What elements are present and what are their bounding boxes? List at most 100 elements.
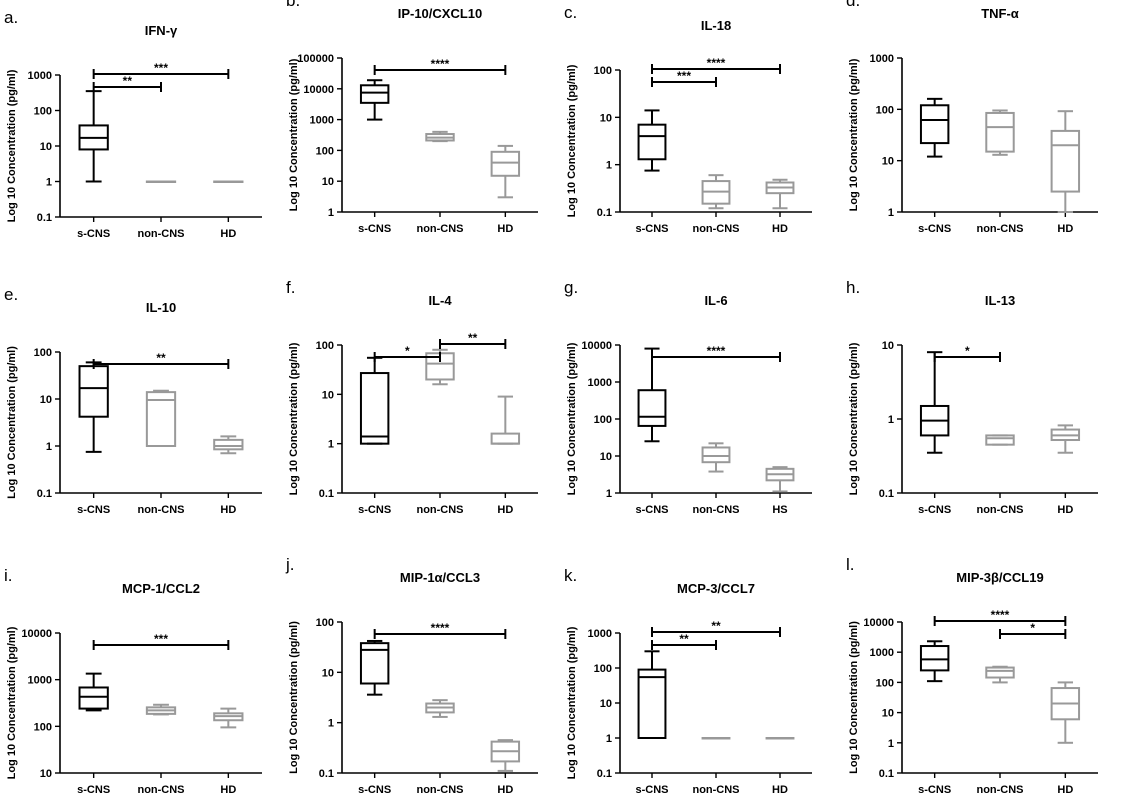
box-2 (765, 737, 795, 740)
iqr-box (78, 686, 109, 710)
y-tick-label: 1000 (310, 115, 334, 127)
box-1 (701, 174, 731, 210)
y-axis-label: Log 10 Concentration (pg/ml) (6, 69, 18, 222)
x-tick-label: non-CNS (976, 504, 1023, 516)
significance-label: ** (679, 632, 689, 646)
box-2 (490, 739, 521, 772)
y-tick-label: 10 (882, 708, 894, 720)
x-tick-label: s-CNS (358, 784, 391, 796)
y-tick-label: 1000 (870, 647, 894, 659)
panel-title: IL-10 (146, 300, 176, 315)
y-axis-label: Log 10 Concentration (pg/ml) (6, 346, 18, 499)
x-tick-label: HD (497, 223, 513, 235)
box-1 (425, 699, 455, 718)
significance-bracket: *** (651, 69, 717, 87)
y-tick-label: 1000 (870, 53, 894, 65)
y-tick-label: 0.1 (597, 207, 612, 219)
x-tick-label: non-CNS (137, 228, 184, 240)
panel-label: h. (846, 278, 860, 297)
x-tick-label: non-CNS (976, 784, 1023, 796)
y-tick-label: 10 (322, 176, 334, 188)
significance-bracket: **** (373, 57, 507, 75)
significance-bracket: ** (439, 331, 507, 349)
iqr-box (919, 104, 950, 145)
y-tick-label: 1 (46, 177, 52, 189)
panel-f: f. IL-4 Log 10 Concentration (pg/ml) 0.1 1 10… (286, 278, 538, 516)
significance-label: *** (154, 61, 168, 75)
significance-label: *** (154, 632, 168, 646)
panel-a: a. IFN-γ Log 10 Concentration (pg/ml) 0.1 1 1… (4, 8, 262, 240)
iqr-box (1050, 129, 1081, 193)
significance-bracket: * (373, 344, 441, 362)
panel-c: c. IL-18 Log 10 Concentration (pg/ml) 0.1 1 1… (564, 3, 812, 235)
y-tick-label: 1 (888, 207, 894, 219)
y-tick-label: 0.1 (37, 488, 52, 500)
y-tick-label: 100 (876, 677, 894, 689)
significance-bracket: *** (92, 61, 230, 79)
iqr-box (985, 434, 1015, 446)
box-1 (701, 442, 731, 473)
y-tick-label: 1 (328, 718, 334, 730)
y-tick-label: 100 (316, 617, 334, 629)
panel-label: l. (846, 555, 855, 574)
iqr-box (637, 668, 667, 739)
y-axis-label: Log 10 Concentration (pg/ml) (566, 342, 578, 495)
x-tick-label: s-CNS (77, 784, 110, 796)
box-0 (359, 79, 390, 121)
y-tick-label: 1000 (588, 628, 612, 640)
y-tick-label: 10 (600, 112, 612, 124)
box-1 (145, 389, 177, 448)
panel-title: IL-6 (704, 293, 727, 308)
y-axis-label: Log 10 Concentration (pg/ml) (288, 58, 300, 211)
x-tick-label: s-CNS (635, 504, 668, 516)
panel-title: MCP-3/CCL7 (677, 581, 755, 596)
iqr-box (213, 438, 244, 451)
y-tick-label: 10 (40, 394, 52, 406)
panel-d: d. TNF-α Log 10 Concentration (pg/ml) 1 10 10… (846, 0, 1098, 235)
y-tick-label: 1 (328, 439, 334, 451)
panel-g: g. IL-6 Log 10 Concentration (pg/ml) 1 10 100… (564, 278, 812, 516)
y-tick-label: 10000 (21, 628, 52, 640)
panel-label: c. (564, 3, 577, 22)
y-axis-label: Log 10 Concentration (pg/ml) (566, 626, 578, 779)
iqr-box (145, 391, 177, 448)
box-0 (637, 109, 667, 172)
significance-label: * (405, 344, 410, 358)
box-2 (213, 707, 244, 729)
box-1 (985, 665, 1015, 684)
y-tick-label: 10 (600, 451, 612, 463)
y-tick-label: 100 (594, 663, 612, 675)
significance-label: ** (468, 331, 478, 345)
significance-label: **** (707, 56, 726, 70)
iqr-box (637, 389, 667, 427)
panel-title: IL-13 (985, 293, 1015, 308)
panel-label: g. (564, 278, 578, 297)
box-2 (1050, 681, 1081, 744)
panel-label: j. (285, 555, 295, 574)
panel-title: MCP-1/CCL2 (122, 581, 200, 596)
panel-title: IFN-γ (145, 23, 178, 38)
x-tick-label: non-CNS (416, 504, 463, 516)
y-tick-label: 0.1 (37, 212, 52, 224)
box-0 (359, 356, 390, 445)
y-tick-label: 1 (606, 488, 612, 500)
x-tick-label: non-CNS (692, 784, 739, 796)
significance-bracket: **** (373, 621, 507, 639)
y-tick-label: 1 (888, 414, 894, 426)
significance-label: * (965, 344, 970, 358)
panel-j: j. MIP-1α/CCL3 Log 10 Concentration (pg/ml… (285, 555, 538, 796)
iqr-box (490, 432, 521, 445)
significance-label: ** (156, 351, 166, 365)
box-0 (919, 640, 950, 683)
panel-h: h. IL-13 Log 10 Concentration (pg/ml) 0.1 1 1… (846, 278, 1098, 516)
panel-title: MIP-1α/CCL3 (400, 570, 480, 585)
y-tick-label: 0.1 (319, 768, 334, 780)
y-axis-label: Log 10 Concentration (pg/ml) (848, 342, 860, 495)
y-tick-label: 100 (316, 340, 334, 352)
box-1 (985, 109, 1015, 156)
x-tick-label: HD (772, 223, 788, 235)
y-tick-label: 100 (316, 145, 334, 157)
y-tick-label: 1000 (588, 377, 612, 389)
significance-bracket: * (999, 621, 1067, 639)
